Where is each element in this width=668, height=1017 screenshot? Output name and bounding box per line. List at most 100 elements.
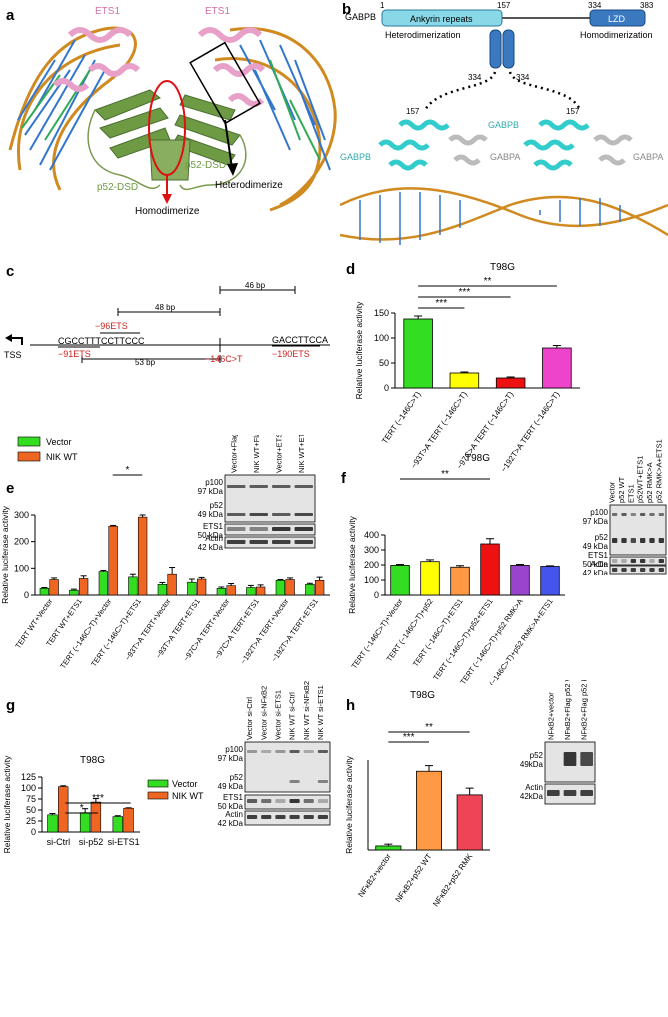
bar-vector (305, 584, 315, 596)
blot-mw-label: 49 kDa (198, 510, 224, 519)
x-tick-label: NFκB2+p52 RMK (431, 851, 475, 908)
m190-label: −190ETS (272, 349, 310, 359)
blot-strip (609, 556, 667, 566)
x-tick-label: NFκB2+vector (356, 852, 393, 899)
blot-protein-label: p52 (530, 751, 544, 760)
bar (420, 561, 440, 596)
gabpa-label-right: GABPA (633, 152, 663, 162)
y-tick-label: 200 (14, 537, 29, 547)
blot-band (612, 513, 618, 516)
blot-strip (224, 523, 316, 536)
panel-letter: e (6, 480, 14, 497)
blot-protein-label: p100 (225, 745, 243, 754)
bar (542, 347, 572, 389)
homodimerization-label: Homodimerization (580, 30, 653, 40)
m91-label: −91ETS (58, 349, 91, 359)
panel-letter: g (6, 697, 15, 714)
panel-a-structure: a ETS1 ETS1 p (6, 6, 337, 217)
blot-mw-label: 50 kDa (218, 802, 244, 811)
m96-label: −96ETS (95, 321, 128, 331)
bar-nik-wt (167, 573, 177, 596)
blot-lane-label: ETS1 (626, 484, 635, 503)
bar (390, 565, 410, 596)
blot-band (612, 559, 618, 563)
y-tick-label: 75 (26, 794, 36, 804)
pos-383: 383 (640, 1, 654, 10)
bar-nik-wt (255, 586, 266, 596)
blot-band (621, 513, 627, 516)
dotted-linker-right (508, 71, 582, 111)
blot-band (658, 513, 664, 516)
y-tick-label: 0 (384, 383, 389, 393)
blot-mw-label: 42 kDa (583, 569, 609, 575)
blot-band (658, 559, 664, 563)
blot-lane-label: p52 RMK>A (645, 462, 654, 503)
bar-nik-wt (49, 579, 59, 596)
blot-band (272, 485, 291, 488)
bar-vector (112, 816, 123, 833)
blot-protein-label: ETS1 (588, 551, 609, 560)
heterodimer-interface-box (189, 41, 261, 125)
seq1-label: CGCCTTTCCTTCCC (58, 336, 145, 346)
bar-vector (216, 588, 227, 596)
bar (449, 372, 480, 389)
blot-lane-label: NFκB2+vector (546, 692, 555, 740)
blot-band (649, 513, 655, 516)
gabpb-helices (378, 119, 590, 171)
blot-band (630, 538, 636, 543)
panel-e-western-blot: Vector+Flag vector NIK WT+Flag vector Vect… (198, 435, 316, 552)
bar (456, 794, 483, 851)
blot-band (658, 538, 664, 543)
blot-band (640, 568, 646, 572)
panel-a-letter: a (6, 7, 15, 24)
blot-band (289, 815, 300, 819)
pos-157-left: 157 (406, 107, 420, 116)
blot-band (649, 568, 655, 572)
x-tick-label: TERT (−146C>T)+p52 RMK>A (458, 597, 524, 685)
y-tick-label: 50 (379, 358, 389, 368)
legend-label-vector: Vector (172, 779, 198, 789)
bar-nik-wt (108, 525, 118, 596)
pos-334: 334 (588, 1, 602, 10)
blot-band (547, 790, 560, 796)
blot-band (621, 559, 627, 563)
blot-band (294, 540, 313, 544)
blot-band (247, 815, 258, 819)
bar-vector (157, 584, 168, 596)
y-tick-label: 50 (26, 805, 36, 815)
y-axis-label: Relative luciferase activity (2, 755, 12, 854)
blot-band (227, 540, 246, 544)
blot-band (294, 513, 313, 516)
blot-band (275, 815, 286, 819)
y-tick-label: 25 (26, 816, 36, 826)
blot-band (621, 568, 627, 572)
bar-nik-wt (90, 801, 102, 833)
blot-mw-label: 42 kDa (198, 543, 224, 552)
blot-band (612, 568, 618, 572)
bar-vector (246, 587, 256, 596)
blot-band (580, 752, 593, 766)
bar-nik-wt (314, 580, 325, 596)
bp-brackets (81, 286, 296, 363)
bar (415, 770, 443, 851)
y-tick-label: 200 (364, 560, 379, 570)
x-tick-label: TERT (−146C>T)+Vector (58, 597, 113, 671)
p52-loops (87, 109, 247, 191)
blot-lane-label: NFκB2+Flag p52 WT (563, 680, 572, 740)
blot-band (261, 750, 272, 753)
blot-protein-label: ETS1 (223, 793, 244, 802)
blot-band (630, 568, 636, 572)
panel-f-western-blot: Vector p52 WT ETS1 p52WT+ETS1 p52 RMK>A p52 R… (583, 439, 667, 575)
blot-mw-label: 49kDa (520, 760, 544, 769)
blot-band (649, 538, 655, 543)
blot-band (227, 527, 246, 531)
blot-band (249, 540, 268, 544)
bar-vector (47, 814, 58, 833)
blot-lane-label: NIK WT si-NFκB2 (302, 681, 311, 740)
blot-band (303, 799, 314, 803)
blot-band (303, 750, 314, 753)
blot-strip (244, 741, 331, 793)
blot-mw-label: 50 kDa (198, 531, 224, 540)
y-tick-label: 125 (21, 772, 36, 782)
